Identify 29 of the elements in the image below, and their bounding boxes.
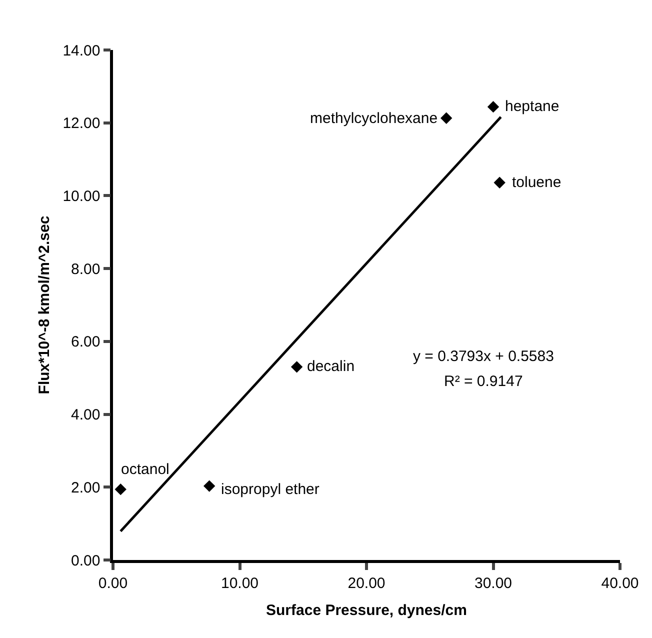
y-tick-label: 8.00 [71,260,100,278]
point [290,361,303,373]
x-tick-label: 40.00 [601,574,639,592]
y-tick-label: 2.00 [71,479,100,496]
point [114,483,126,496]
annotation: heptane [505,98,560,115]
annotation: decalin [307,358,355,375]
annotation: methylcyclohexane [310,110,438,127]
x-tick-label: 30.00 [474,574,512,592]
annotation: isopropyl ether [221,481,320,498]
x-tick-label: 20.00 [348,574,386,592]
y-tick-label: 0.00 [71,552,100,570]
y-tick-label: 4.00 [71,406,100,424]
y-tick-label: 14.00 [62,42,100,60]
x-tick-label: 0.00 [98,574,128,592]
y-tick-label: 6.00 [71,334,100,351]
point [440,112,452,124]
y-axis-title: Flux*10^-8 kmol/m^2.sec [36,216,53,394]
annotation: R² = 0.9147 [444,373,523,390]
y-tick-label: 12.00 [62,115,100,132]
x-axis-title: Surface Pressure, dynes/cm [266,602,467,619]
annotation: toluene [512,174,562,191]
annotation: y = 0.3793x + 0.5583 [413,348,554,365]
point [494,176,506,188]
annotation: octanol [121,461,170,478]
x-tick-label: 10.00 [220,574,259,592]
y-tick-label: 10.00 [62,188,100,205]
point [487,100,500,113]
point [203,480,216,492]
